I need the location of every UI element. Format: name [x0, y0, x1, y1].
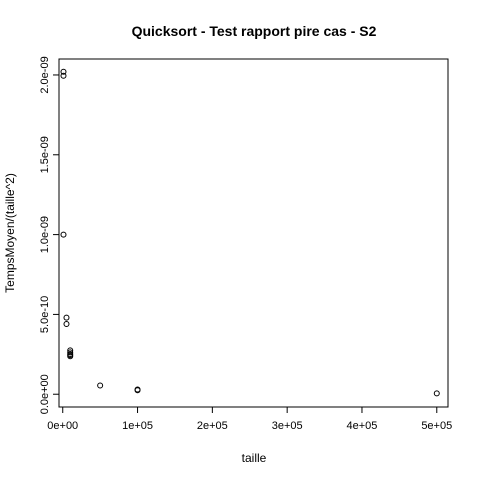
chart-title: Quicksort - Test rapport pire cas - S2	[132, 23, 377, 39]
y-tick-label: 2.0e-09	[39, 56, 51, 93]
data-point	[60, 72, 67, 79]
data-point	[60, 68, 67, 75]
y-axis-label: TempsMoyen/(taille^2)	[3, 173, 17, 293]
data-point	[97, 382, 104, 389]
y-tick-label: 1.0e-09	[39, 216, 51, 253]
x-axis-label: taille	[242, 451, 267, 465]
data-point	[67, 353, 74, 360]
y-tick-label: 1.5e-09	[39, 136, 51, 173]
y-tick-label: 0.0e+00	[39, 374, 51, 414]
data-point	[60, 231, 67, 238]
x-tick-label: 4e+05	[347, 420, 378, 432]
x-tick-label: 0e+00	[47, 420, 78, 432]
plot-area-box	[58, 58, 449, 408]
x-tick-label: 3e+05	[272, 420, 303, 432]
data-point	[63, 320, 70, 327]
x-axis: 0e+00 1e+05 2e+05 3e+05 4e+05 5e+05	[47, 406, 452, 432]
y-tick-label: 5.0e-10	[39, 296, 51, 333]
x-tick-label: 5e+05	[421, 420, 452, 432]
x-tick-label: 1e+05	[122, 420, 153, 432]
data-point	[63, 314, 70, 321]
data-point	[433, 390, 440, 397]
data-points	[60, 68, 440, 397]
y-axis: 0.0e+00 5.0e-10 1.0e-09 1.5e-09 2.0e-09	[39, 56, 60, 414]
data-point	[134, 387, 141, 394]
x-tick-label: 2e+05	[197, 420, 228, 432]
